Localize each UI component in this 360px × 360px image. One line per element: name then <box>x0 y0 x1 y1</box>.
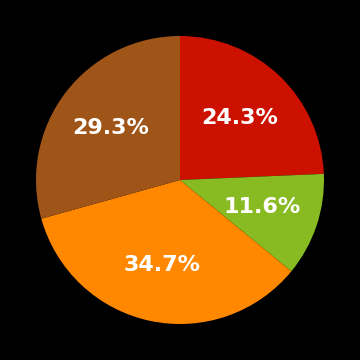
Wedge shape <box>180 36 324 180</box>
Wedge shape <box>180 174 324 271</box>
Text: 11.6%: 11.6% <box>223 197 301 217</box>
Text: 34.7%: 34.7% <box>124 255 201 275</box>
Wedge shape <box>36 36 180 219</box>
Wedge shape <box>41 180 291 324</box>
Text: 24.3%: 24.3% <box>201 108 278 127</box>
Text: 29.3%: 29.3% <box>72 118 149 138</box>
